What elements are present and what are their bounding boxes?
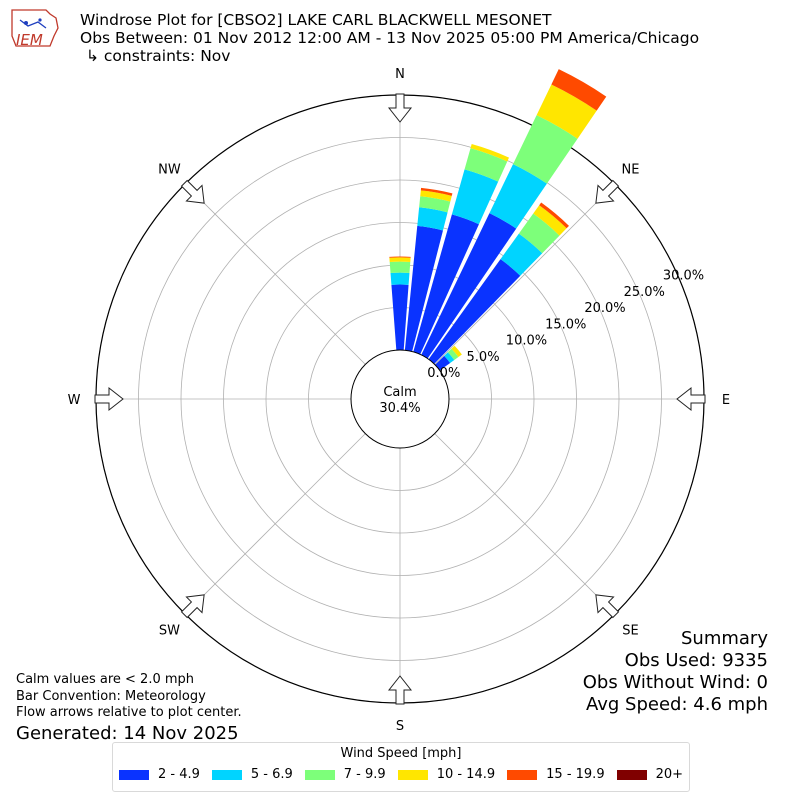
radial-tick-label: 0.0% (427, 366, 460, 381)
windrose-bar-segment (500, 233, 543, 276)
legend-items: 2 - 4.9 5 - 6.9 7 - 9.9 10 - 14.9 15 - 19.9 2… (113, 767, 689, 782)
legend-item: 10 - 14.9 (397, 767, 496, 782)
chart-title: Windrose Plot for [CBSO2] LAKE CARL BLAC… (80, 11, 552, 29)
grid-spoke (184, 183, 366, 365)
legend-swatch (507, 769, 538, 780)
grid-spoke (434, 183, 616, 365)
compass-label: SW (159, 624, 180, 639)
radial-tick-label: 25.0% (624, 285, 665, 300)
compass-label: NW (158, 162, 181, 177)
windrose-bar-segment (413, 214, 479, 355)
calm-circle (350, 349, 450, 449)
legend-swatch (211, 769, 242, 780)
chart-title-block: Windrose Plot for [CBSO2] LAKE CARL BLAC… (80, 11, 699, 65)
compass-arrow-icon (595, 179, 620, 204)
windrose-bar-segment (404, 225, 443, 352)
windrose-bar-segment (489, 164, 547, 229)
legend: Wind Speed [mph] 2 - 4.9 5 - 6.9 7 - 9.9 10… (112, 742, 690, 792)
compass-arrow-icon (595, 594, 620, 619)
windrose-bar-segment (420, 187, 453, 196)
compass-label: N (395, 67, 405, 82)
windrose-bar-segment (421, 213, 517, 359)
compass-label: S (396, 719, 404, 734)
summary-obs-without-wind: Obs Without Wind: 0 (582, 672, 768, 693)
grid-spoke (184, 433, 366, 615)
windrose-bar-segment (389, 257, 411, 262)
windrose-bar-segment (390, 272, 410, 285)
windrose-bar-segment (464, 148, 508, 182)
compass-arrow-icon (180, 179, 205, 204)
radial-tick-label: 20.0% (584, 301, 625, 316)
generated-date: Generated: 14 Nov 2025 (16, 722, 239, 744)
compass-label: SE (622, 624, 638, 639)
windrose-bar-segment (444, 352, 455, 363)
radial-tick-label: 30.0% (663, 269, 704, 284)
windrose-bar-segment (417, 207, 448, 231)
legend-item: 2 - 4.9 (118, 767, 200, 782)
windrose-bar-segment (420, 190, 452, 202)
legend-item: 5 - 6.9 (211, 767, 293, 782)
bar-convention-note: Bar Convention: Meteorology (16, 688, 206, 704)
calm-label: Calm (383, 385, 416, 400)
compass-label: W (68, 393, 81, 408)
compass-arrow-icon (676, 386, 706, 412)
windrose-bar-segment (513, 115, 578, 184)
radial-tick-label: 5.0% (467, 350, 500, 365)
windrose-bar-segment (391, 284, 409, 351)
notes-block: Calm values are < 2.0 mph Bar Convention… (16, 672, 242, 745)
radial-tick-label: 15.0% (545, 317, 586, 332)
legend-label: 7 - 9.9 (343, 767, 386, 782)
legend-swatch (304, 769, 335, 780)
legend-swatch (118, 769, 149, 780)
windrose-bar-segment (419, 196, 451, 213)
compass-label: E (722, 393, 730, 408)
flow-arrows-note: Flow arrows relative to plot center. (16, 705, 242, 720)
chart-constraints: ↳ constraints: Nov (86, 47, 231, 65)
summary-avg-speed: Avg Speed: 4.6 mph (586, 694, 768, 715)
legend-item: 20+ (616, 767, 684, 782)
legend-title: Wind Speed [mph] (340, 746, 462, 761)
compass-arrow-icon (180, 594, 205, 619)
compass-arrow-icon (387, 675, 413, 705)
legend-label: 10 - 14.9 (436, 767, 496, 782)
compass-arrow-icon (94, 386, 124, 412)
windrose-bar-segment (536, 84, 597, 139)
calm-value: 30.4% (379, 401, 420, 416)
windrose-bar-segment (389, 256, 411, 258)
windrose-bar-segment (389, 261, 411, 274)
windrose-bar-segment (539, 202, 569, 229)
iem-logo: IEM (11, 9, 59, 49)
windrose-bar-segment (447, 348, 459, 360)
windrose-bar-segment (435, 355, 451, 371)
legend-swatch (397, 769, 428, 780)
legend-item: 7 - 9.9 (304, 767, 386, 782)
windrose-bar-segment (518, 213, 560, 254)
compass-label: NE (622, 162, 640, 177)
windrose-bar-segment (470, 143, 510, 162)
windrose-bar-segment (551, 69, 607, 111)
legend-label: 2 - 4.9 (157, 767, 200, 782)
grid-spoke (434, 433, 616, 615)
svg-text:IEM: IEM (16, 31, 43, 49)
legend-label: 5 - 6.9 (250, 767, 293, 782)
calm-note: Calm values are < 2.0 mph (16, 672, 195, 687)
legend-item: 15 - 19.9 (507, 767, 605, 782)
windrose-bar-segment (428, 259, 521, 364)
summary-box: Summary Obs Used: 9335 Obs Without Wind:… (583, 628, 768, 716)
legend-label: 20+ (655, 767, 684, 782)
legend-swatch (616, 769, 647, 780)
windrose-bar-segment (451, 169, 499, 225)
radial-tick-label: 10.0% (506, 334, 547, 349)
legend-label: 15 - 19.9 (546, 767, 605, 782)
windrose-bar-segment (533, 205, 567, 236)
chart-period: Obs Between: 01 Nov 2012 12:00 AM - 13 N… (80, 29, 700, 47)
summary-obs-used: Obs Used: 9335 (624, 650, 768, 671)
summary-heading: Summary (681, 628, 768, 649)
windrose-bar-segment (451, 345, 462, 358)
compass-arrow-icon (387, 93, 413, 123)
